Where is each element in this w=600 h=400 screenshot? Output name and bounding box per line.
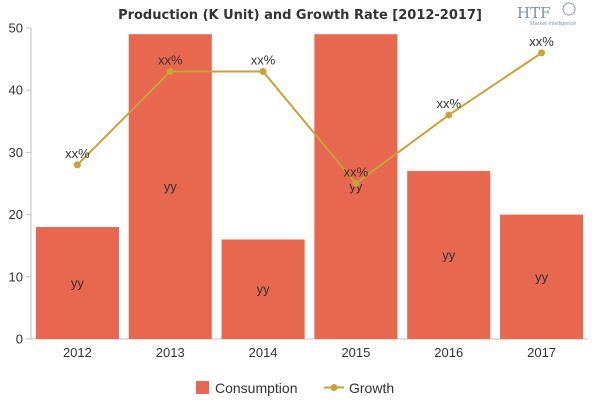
growth-data-label: xx%: [344, 165, 369, 180]
x-tick-label: 2012: [63, 345, 92, 360]
legend-label-growth: Growth: [349, 380, 394, 396]
bar: [35, 227, 119, 339]
growth-data-label: xx%: [436, 96, 461, 111]
bar-data-label: yy: [257, 282, 271, 297]
logo-text: HTF: [517, 4, 551, 22]
legend-swatch-growth-marker: [330, 384, 338, 391]
y-tick-label: 0: [16, 332, 23, 347]
x-axis: 2012 2013 2014 2015 2016 2017: [31, 338, 588, 360]
legend-item-growth[interactable]: Growth: [324, 380, 394, 396]
bar: [221, 239, 305, 339]
logo: HTF Market Intelligence: [517, 2, 576, 27]
legend-swatch-consumption: [196, 381, 209, 394]
growth-point: [538, 49, 546, 57]
bar: [500, 214, 584, 339]
x-tick-label: 2014: [249, 345, 278, 360]
logo-subtitle: Market Intelligence: [530, 21, 576, 27]
y-tick-label: 30: [9, 145, 23, 160]
legend: Consumption Growth: [196, 380, 394, 396]
y-tick-label: 40: [9, 83, 23, 98]
x-tick-label: 2017: [527, 345, 556, 360]
growth-data-label: xx%: [529, 34, 554, 49]
x-tick-label: 2015: [341, 345, 370, 360]
bar: [407, 171, 491, 339]
x-tick-label: 2013: [156, 345, 185, 360]
line-labels: xx% xx% xx% xx% xx% xx%: [65, 34, 554, 180]
legend-item-consumption[interactable]: Consumption: [196, 380, 298, 396]
y-axis: 0 10 20 30 40 50: [9, 21, 32, 347]
bar-data-label: yy: [71, 276, 85, 291]
growth-point: [445, 111, 453, 119]
bar-data-label: yy: [442, 248, 456, 263]
growth-point: [73, 161, 81, 169]
growth-point: [166, 68, 174, 76]
bar-data-label: yy: [535, 269, 549, 284]
growth-line: [76, 52, 543, 185]
growth-point: [259, 68, 267, 76]
growth-data-label: xx%: [158, 53, 183, 68]
y-tick-label: 10: [9, 269, 23, 284]
y-tick-label: 50: [9, 21, 23, 36]
growth-data-label: xx%: [65, 146, 90, 161]
bar-series: [35, 34, 584, 339]
bar: [128, 34, 212, 339]
logo-globe-icon: [562, 2, 576, 16]
bar-labels: yyyyyyyyyyyy: [71, 179, 549, 297]
legend-label-consumption: Consumption: [215, 380, 298, 396]
x-tick-label: 2016: [434, 345, 463, 360]
y-tick-label: 20: [9, 207, 23, 222]
growth-data-label: xx%: [251, 53, 276, 68]
chart-title: Production (K Unit) and Growth Rate [201…: [118, 8, 482, 23]
growth-point: [352, 180, 360, 187]
line-series: [73, 49, 546, 187]
bar-data-label: yy: [164, 179, 178, 194]
